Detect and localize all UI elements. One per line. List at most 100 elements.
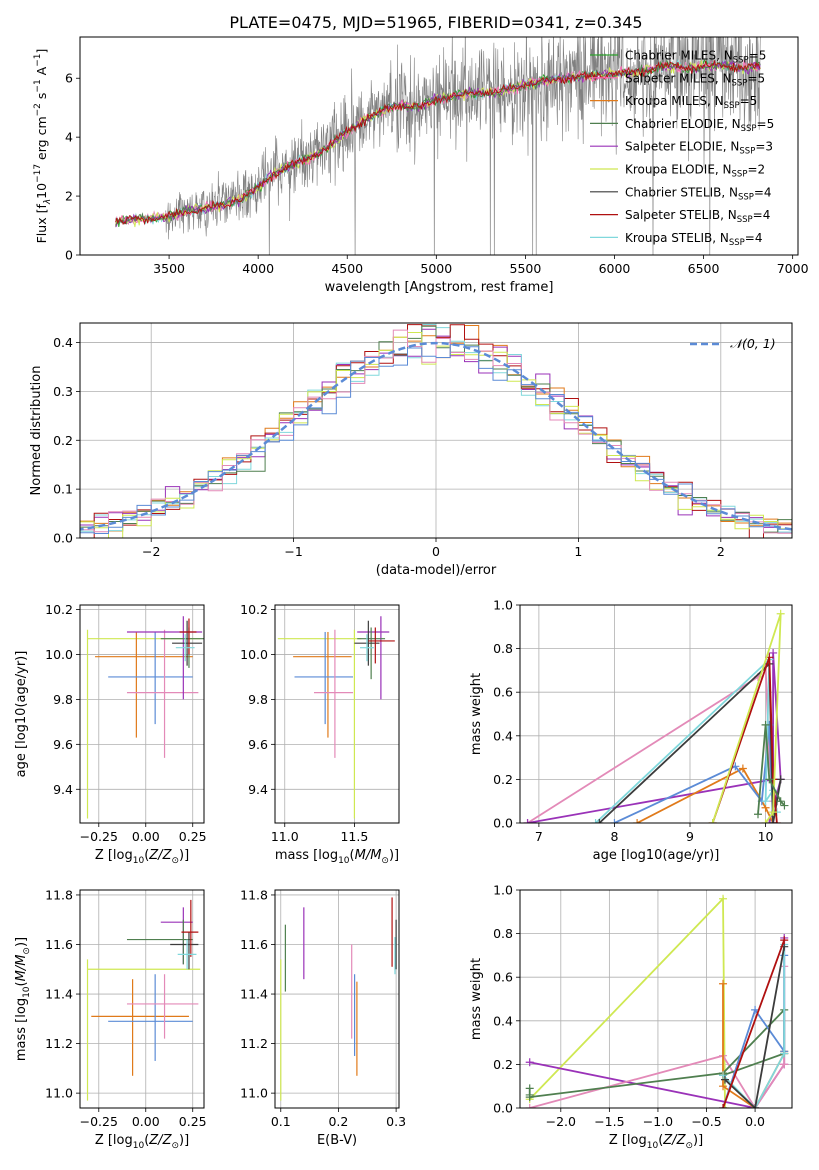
weight-marker: [761, 819, 770, 823]
weight-marker: [780, 936, 789, 945]
axes-frame: [79, 604, 205, 824]
y-tick-label: 9.4: [248, 782, 268, 797]
y-tick-label: 11.6: [240, 937, 268, 952]
legend-entry: 𝒩(0, 1): [730, 336, 776, 351]
axes-frame: [274, 889, 400, 1109]
x-tick-label: 4000: [242, 261, 274, 276]
weight-marker: [776, 609, 785, 618]
weight-marker: [719, 894, 728, 903]
weight-marker: [719, 1104, 728, 1108]
y-tick-label: 4: [65, 130, 73, 145]
x-tick-label: −2: [142, 544, 160, 559]
x-tick-label: 6000: [599, 261, 631, 276]
y-tick-label: 0.3: [53, 384, 73, 399]
x-tick-label: 0.0: [745, 1114, 765, 1129]
weight-marker: [751, 1104, 760, 1108]
x-tick-label: 5000: [420, 261, 452, 276]
y-axis-label: mass weight: [469, 673, 484, 755]
model-spectrum-salpeter_stelib: [115, 60, 761, 226]
weight-line-salpeter_elodie: [527, 652, 782, 823]
weight-marker: [780, 801, 789, 810]
y-tick-label: 0.8: [493, 641, 513, 656]
y-axis-label: age [log10(age/yr)]: [14, 651, 29, 778]
x-tick-label: 0.00: [132, 829, 160, 844]
legend-entry: Chabrier ELODIE, NSSP=5: [625, 117, 774, 134]
legend-entry: Chabrier MILES, NSSP=5: [625, 49, 766, 66]
x-tick-label: −1.0: [643, 1114, 673, 1129]
weight-marker: [719, 979, 728, 988]
x-axis-label: age [log10(age/yr)]: [593, 848, 720, 863]
weight-marker: [780, 1049, 789, 1058]
x-axis-label: mass [log10(M/M⊙)]: [275, 848, 399, 866]
weight-marker: [525, 1104, 534, 1108]
weight-line-chabrier_stelib: [724, 946, 786, 1108]
weight-marker: [765, 775, 774, 784]
y-tick-label: 11.4: [240, 987, 268, 1002]
weight-line-chabrier_elodie: [529, 1007, 786, 1098]
massweight-vs-age-panel: 7 8 9 10 0.0 0.2 0.4 0.6 0.8 1.0 age [log10(age/yr…: [469, 598, 793, 863]
x-tick-label: 0.1: [271, 1114, 291, 1129]
histogram-blue: [80, 344, 792, 538]
weight-marker: [761, 720, 770, 729]
axes-frame: [519, 604, 793, 824]
axes-frame: [274, 604, 400, 824]
y-tick-label: 11.0: [45, 1086, 73, 1101]
y-tick-label: 1.0: [493, 598, 513, 613]
y-tick-label: 0.8: [493, 926, 513, 941]
residual-histogram-panel: −2 −1 0 1 2 0.0 0.1 0.2 0.3 0.4 (data-model)/error…: [29, 322, 793, 578]
weight-marker: [633, 819, 642, 823]
x-tick-label: 1: [574, 544, 582, 559]
normal-curve: [80, 341, 792, 531]
spectrum-plot-area: [115, 37, 761, 255]
y-tick-label: 11.6: [45, 937, 73, 952]
weight-marker: [780, 1060, 789, 1069]
weight-marker: [765, 819, 774, 823]
age-vs-mass-plot-area: [275, 605, 399, 823]
weight-marker: [720, 1075, 729, 1084]
weight-line-kroupa_miles: [636, 767, 774, 823]
age-vs-metallicity-panel: −0.25 0.00 0.25 9.4 9.6 9.8 10.0 10.2 Z [log10(Z…: [14, 602, 207, 866]
massweight-vs-age-plot-area: [520, 605, 792, 823]
weight-marker: [591, 819, 600, 823]
weight-line-kroupa_stelib: [722, 944, 786, 1108]
x-tick-label: 0: [432, 544, 440, 559]
legend-entry: Kroupa STELIB, NSSP=4: [625, 231, 763, 248]
x-tick-label: 0.2: [328, 1114, 348, 1129]
x-tick-label: 0.3: [386, 1114, 406, 1129]
x-tick-label: 8: [610, 829, 618, 844]
x-tick-label: 7: [535, 829, 543, 844]
weight-line-salpeter_elodie: [529, 938, 786, 1108]
x-tick-label: 2: [717, 544, 725, 559]
y-tick-label: 6: [65, 71, 73, 86]
y-tick-label: 0.1: [53, 482, 73, 497]
weight-marker: [769, 819, 778, 823]
x-tick-label: 3500: [153, 261, 185, 276]
weight-marker: [523, 819, 532, 823]
y-tick-label: 9.6: [53, 737, 73, 752]
weight-marker: [525, 1090, 534, 1099]
legend-entry: Salpeter STELIB, NSSP=4: [625, 208, 770, 225]
y-tick-label: 11.0: [240, 1086, 268, 1101]
x-tick-label: −1.5: [594, 1114, 624, 1129]
legend-entry: Kroupa ELODIE, NSSP=2: [625, 163, 765, 180]
mass-vs-Z-plot-area: [80, 890, 204, 1108]
x-tick-label: −0.25: [80, 829, 118, 844]
x-tick-label: −0.5: [691, 1114, 721, 1129]
y-tick-label: 10.2: [240, 602, 268, 617]
legend-entry: Salpeter ELODIE, NSSP=3: [625, 140, 773, 157]
y-tick-label: 0.0: [493, 1101, 513, 1116]
y-tick-label: 10.0: [240, 647, 268, 662]
legend-entry: Chabrier STELIB, NSSP=4: [625, 185, 772, 202]
y-tick-label: 0.2: [53, 433, 73, 448]
axes-frame: [79, 36, 799, 256]
model-spectrum-chabrier_elodie: [115, 57, 761, 226]
x-tick-label: 11.5: [340, 829, 368, 844]
figure-title: PLATE=0475, MJD=51965, FIBERID=0341, z=0…: [229, 13, 642, 32]
x-tick-label: 7000: [777, 261, 809, 276]
x-axis-label: wavelength [Angstrom, rest frame]: [325, 280, 554, 295]
y-tick-label: 0.0: [493, 816, 513, 831]
y-tick-label: 9.4: [53, 782, 73, 797]
y-tick-label: 1.0: [493, 883, 513, 898]
y-tick-label: 0.4: [493, 728, 513, 743]
